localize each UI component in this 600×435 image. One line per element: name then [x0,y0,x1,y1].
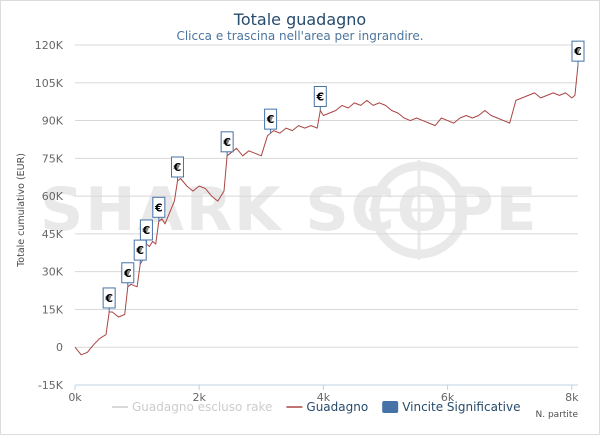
significant-win-marker[interactable]: € [121,262,135,287]
legend-item[interactable]: Guadagno escluso rake [112,400,272,414]
win-marker-box [152,196,166,218]
x-tick-label: 8k [565,391,579,404]
x-tick-label: 4k [317,391,331,404]
win-marker-box [121,262,135,284]
win-marker-box [313,85,327,107]
watermark: SHARK SCOPE [40,160,537,260]
legend-label: Guadagno escluso rake [132,400,272,414]
y-axis-title: Totale cumulativo (EUR) [16,153,27,268]
series-line-guadagno[interactable] [74,65,579,356]
y-tick-label: 75K [42,152,64,165]
x-tick-label: 0k [68,391,82,404]
legend-item[interactable]: Guadagno [286,400,368,414]
x-tick-label: 6k [441,391,455,404]
legend-label: Vincite Significative [402,400,520,414]
series-layer [74,65,579,356]
euro-icon: € [123,267,132,280]
legend-label: Guadagno [306,400,368,414]
win-marker-box [264,108,278,130]
euro-icon: € [266,113,275,126]
y-tick-label: 15K [42,303,64,316]
euro-icon: € [573,45,582,58]
significant-win-marker[interactable]: € [313,85,327,111]
chart-title: Totale guadagno [233,10,366,29]
euro-icon: € [173,161,182,174]
significant-win-marker[interactable]: € [571,40,585,66]
significant-win-marker[interactable]: € [152,196,166,222]
x-axis-title: N. partite [536,410,579,420]
win-marker-box [102,287,116,309]
significant-win-marker[interactable]: € [139,219,153,244]
significant-win-marker[interactable]: € [102,287,116,312]
win-marker-box [170,156,184,178]
significant-wins-layer[interactable]: €€€€€€€€€€ [102,40,585,312]
significant-win-marker[interactable]: € [264,108,278,134]
euro-icon: € [142,224,151,237]
y-tick-label: 120K [35,39,64,52]
x-tick-labels: 0k 2k 4k 6k 8k [68,385,579,404]
euro-icon: € [222,136,231,149]
y-tick-label: 105K [35,77,64,90]
euro-icon: € [154,201,163,214]
y-tick-label: 0 [56,341,63,354]
y-tick-labels: -15K 0 15K 30K 45K 60K 75K 90K 105K 120K [35,39,64,392]
y-tick-label: 60K [42,190,64,203]
euro-icon: € [315,90,324,103]
win-marker-box [220,131,234,153]
win-marker-box [571,40,585,62]
x-tick-label: 2k [193,391,207,404]
legend-box-swatch [382,401,399,413]
y-tick-label: 30K [42,266,64,279]
significant-win-marker[interactable]: € [220,131,234,156]
y-tick-label: 45K [42,228,64,241]
legend-item[interactable]: Vincite Significative [382,400,520,414]
y-tick-label: 90K [42,115,64,128]
significant-win-marker[interactable]: € [133,239,147,265]
legend[interactable]: Guadagno escluso rake Guadagno Vincite Sig… [112,400,520,414]
chart-subtitle: Clicca e trascina nell'area per ingrandi… [176,29,423,43]
euro-icon: € [104,292,113,305]
significant-win-marker[interactable]: € [170,156,184,181]
win-marker-box [139,219,153,241]
y-tick-label: -15K [38,379,64,392]
euro-icon: € [135,244,144,257]
